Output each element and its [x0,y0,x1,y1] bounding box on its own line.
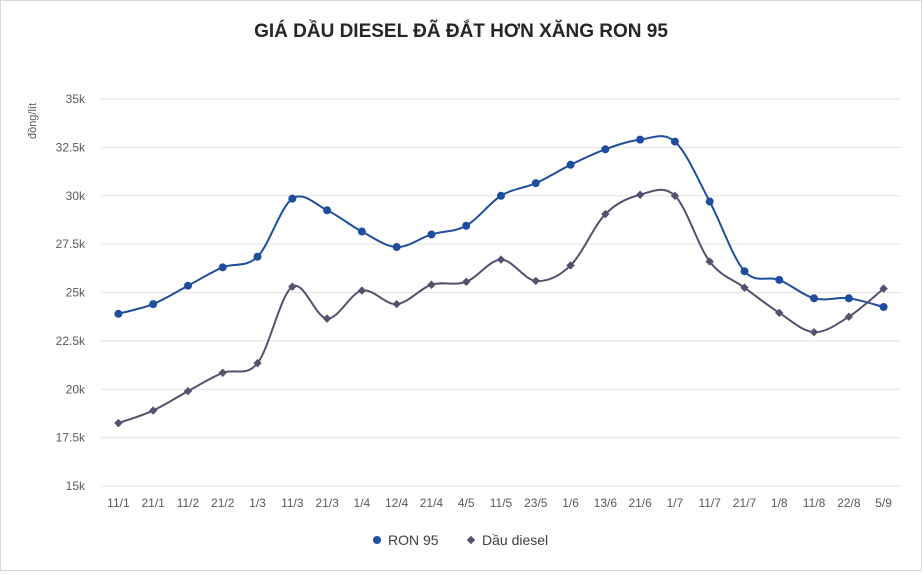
data-point-ron95 [427,230,436,239]
y-axis-ticks: 15k 17.5k 20k 22.5k 25k 27.5k 30k 32.5k 35k [56,92,86,493]
legend-item-diesel: Dầu diesel [466,532,548,548]
data-point-diesel [531,276,540,286]
data-point-diesel [566,261,575,270]
data-point-diesel [253,358,262,368]
x-tick-label: 22/8 [837,496,861,510]
data-point-ron95 [705,197,714,206]
y-tick-label: 30k [66,189,86,203]
series-line-ron95 [118,135,884,315]
y-tick-label: 27.5k [56,237,86,251]
legend-label-diesel: Dầu diesel [482,532,548,548]
x-tick-label: 11/3 [281,496,304,510]
data-point-ron95 [497,191,505,200]
data-point-diesel [496,255,506,264]
data-point-diesel [218,368,227,378]
data-point-diesel [183,386,193,396]
series-ron95 [114,135,888,318]
x-tick-label: 23/5 [524,496,548,510]
y-tick-label: 15k [66,479,86,493]
y-tick-label: 32.5k [56,140,86,154]
gridlines [101,98,901,487]
x-tick-label: 4/5 [458,496,475,510]
x-tick-label: 12/4 [385,496,409,510]
x-tick-label: 11/8 [803,496,826,510]
data-point-diesel [705,257,714,266]
x-tick-label: 21/7 [733,496,757,510]
y-axis-label: đồng/lít [27,103,39,139]
data-point-diesel [809,327,819,337]
data-point-ron95 [149,300,158,309]
x-tick-label: 21/6 [628,496,652,510]
x-tick-label: 1/8 [771,496,788,510]
x-tick-label: 11/7 [698,496,721,510]
y-tick-label: 20k [66,382,86,396]
x-axis-ticks: 11/1 21/1 11/2 21/2 1/3 11/3 21/3 1/4 12/4 21/4 4/… [107,496,892,510]
data-point-ron95 [357,227,366,236]
data-point-ron95 [810,294,819,303]
data-point-diesel [775,308,784,318]
data-point-diesel [288,282,297,291]
data-point-ron95 [531,179,540,188]
x-tick-label: 1/7 [667,496,684,510]
data-point-diesel [357,286,367,295]
x-tick-label: 21/1 [141,496,165,510]
data-point-ron95 [114,309,123,318]
data-point-ron95 [740,267,749,276]
data-point-diesel [114,418,123,428]
data-point-ron95 [775,275,784,284]
data-point-diesel [844,312,854,321]
x-tick-label: 11/2 [177,496,200,510]
legend-item-ron95: RON 95 [373,532,439,548]
x-tick-label: 21/2 [211,496,235,510]
x-tick-label: 11/5 [490,496,513,510]
data-point-diesel [635,190,645,199]
data-point-ron95 [462,221,471,230]
legend-label-ron95: RON 95 [388,532,439,548]
data-point-diesel [427,280,436,289]
y-tick-label: 17.5k [56,431,86,445]
legend-marker-diesel [466,535,476,545]
data-point-diesel [670,191,680,200]
data-point-diesel [740,283,749,292]
x-tick-label: 11/1 [107,496,130,510]
data-point-ron95 [323,206,332,215]
y-tick-label: 35k [66,92,86,106]
data-point-diesel [879,284,888,293]
x-tick-label: 5/9 [875,496,892,510]
series-layer [114,135,888,428]
y-tick-label: 22.5k [56,334,86,348]
data-point-diesel [462,277,471,287]
data-point-ron95 [183,281,192,290]
x-tick-label: 21/3 [315,496,339,510]
x-tick-label: 21/4 [420,496,444,510]
x-tick-label: 1/6 [562,496,579,510]
x-tick-label: 1/3 [249,496,266,510]
series-diesel [114,188,888,428]
data-point-ron95 [288,194,297,203]
data-point-diesel [148,406,158,415]
data-point-ron95 [566,160,575,169]
x-tick-label: 13/6 [594,496,618,510]
x-tick-label: 1/4 [354,496,371,510]
series-line-diesel [118,188,885,425]
data-point-diesel [601,209,610,219]
data-point-ron95 [879,303,888,312]
data-point-ron95 [844,294,853,303]
data-point-diesel [322,314,332,323]
data-point-ron95 [670,137,679,146]
data-point-diesel [392,299,401,309]
y-tick-label: 25k [66,286,86,300]
data-point-ron95 [601,145,610,154]
data-point-ron95 [636,135,645,144]
legend-marker-ron95 [373,536,381,544]
legend: RON 95 Dầu diesel [373,532,548,548]
chart-title: GIÁ DẦU DIESEL ĐÃ ĐẮT HƠN XĂNG RON 95 [254,20,668,42]
data-point-ron95 [253,252,262,261]
data-point-ron95 [218,263,227,272]
data-point-ron95 [392,243,401,252]
